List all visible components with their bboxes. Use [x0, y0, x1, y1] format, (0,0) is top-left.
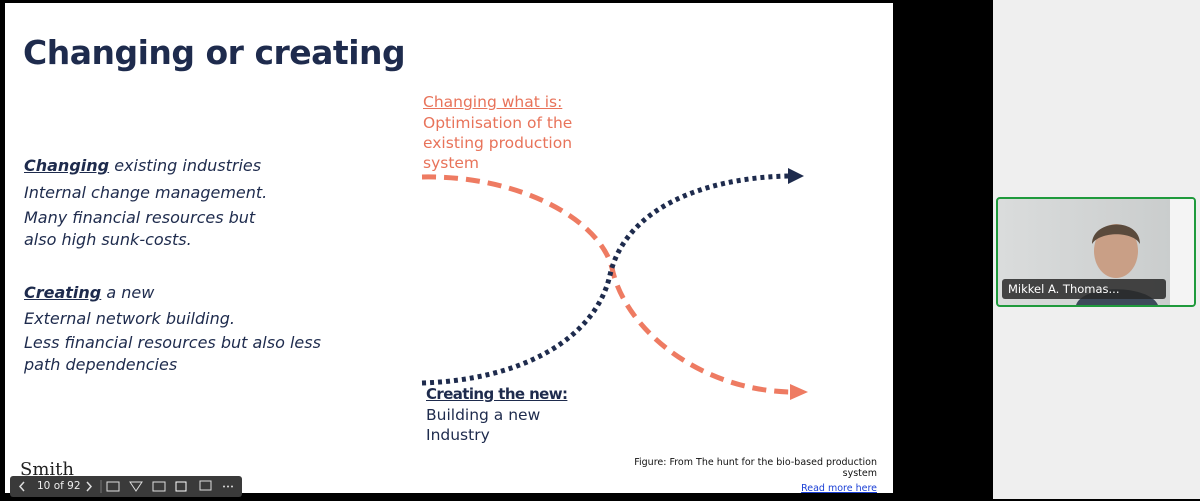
read-more-link[interactable]: Read more here: [801, 483, 877, 493]
diagram-top-heading: Changing what is:: [423, 93, 563, 111]
toolbar-icons: [18, 480, 233, 493]
underlined-word: Creating: [24, 283, 102, 302]
next-button[interactable]: [86, 481, 93, 492]
underlined-word: Changing: [24, 156, 110, 175]
diagram-bottom-line: Industry: [426, 426, 490, 444]
more-dot: [227, 485, 229, 488]
block-line: Many financial resources but: [24, 208, 256, 227]
toolbar: 10 of 92: [10, 476, 242, 497]
slide-title: Changing or creating: [23, 33, 406, 72]
person-hair: [1092, 224, 1140, 244]
caption-line: system: [842, 468, 877, 479]
block-line: also high sunk-costs.: [24, 230, 192, 249]
chat-button[interactable]: [199, 480, 212, 491]
background: [1170, 199, 1194, 305]
block-heading: Changing existing industries: [24, 156, 261, 175]
arrowhead: [790, 384, 808, 400]
diagram-top-line: Optimisation of the: [423, 114, 573, 132]
more-dot[interactable]: [223, 485, 225, 488]
arrowhead: [788, 168, 804, 184]
caption-line: Figure: From The hunt for the bio-based …: [634, 457, 877, 468]
participant-name: Mikkel A. Thomas...: [1008, 282, 1120, 296]
block-line: External network building.: [24, 309, 235, 328]
share-button[interactable]: [152, 481, 166, 492]
name-bar: Mikkel A. Thomas...: [1002, 279, 1166, 299]
caption: Figure: From The hunt for the bio-based …: [634, 457, 877, 479]
page-indicator: 10 of 92: [37, 480, 81, 492]
annotate-button[interactable]: [129, 481, 143, 492]
diagram-top-line: existing production: [423, 134, 573, 152]
block-line: Internal change management.: [24, 183, 268, 202]
heading-rest: existing industries: [114, 156, 262, 175]
block-line: path dependencies: [24, 355, 178, 374]
diagram-top-line: system: [423, 154, 480, 172]
more-dot: [231, 485, 233, 488]
person-face: [1094, 224, 1138, 278]
prev-button[interactable]: [18, 481, 25, 492]
diagram-bottom-line: Building a new: [426, 406, 541, 424]
heading-rest: a new: [106, 283, 155, 302]
diagram-bottom-heading: Creating the new:: [426, 385, 568, 403]
slide: Changing or creating Changing existing i…: [5, 3, 893, 493]
video-tile[interactable]: Mikkel A. Thomas...: [996, 197, 1196, 307]
block-heading: Creating a new: [24, 283, 154, 302]
block-line: Less financial resources but also less: [24, 333, 321, 352]
diagram: [421, 168, 808, 400]
camera-button[interactable]: [175, 481, 187, 492]
creating-curve: [421, 173, 789, 386]
changing-curve: [421, 174, 791, 395]
logo: Smith: [20, 459, 74, 480]
layout-button[interactable]: [106, 481, 120, 492]
